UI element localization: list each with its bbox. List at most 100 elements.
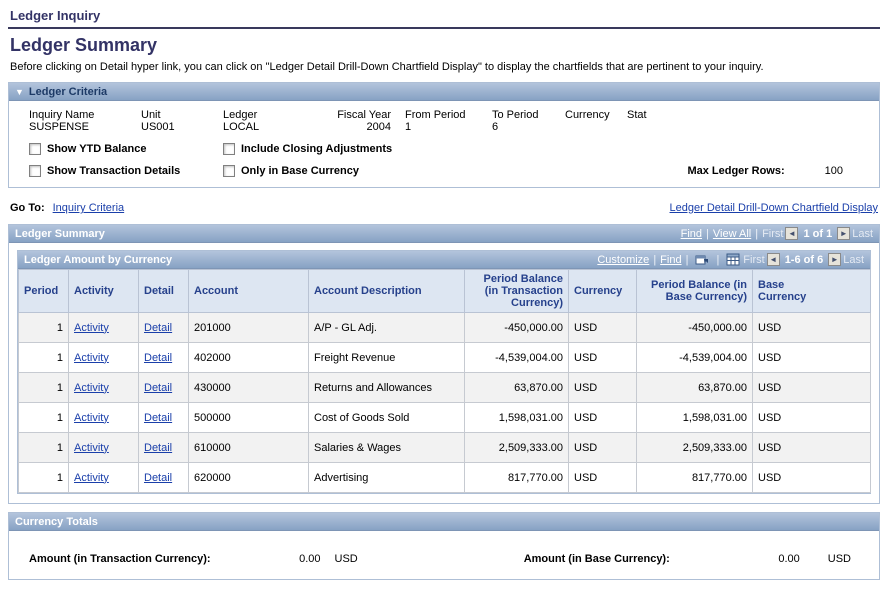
account-cell: 500000 <box>188 402 309 433</box>
activity-link[interactable]: Activity <box>74 321 109 334</box>
grid-prev-button[interactable]: ◄ <box>766 253 780 266</box>
only-in-base-currency-item: Only in Base Currency <box>223 165 359 177</box>
description-cell: Cost of Goods Sold <box>308 402 465 433</box>
drilldown-chartfield-display-link[interactable]: Ledger Detail Drill-Down Chartfield Disp… <box>669 202 878 214</box>
txn-balance-cell: 1,598,031.00 <box>464 402 569 433</box>
summary-position: 1 of 1 <box>803 227 833 240</box>
detail-link[interactable]: Detail <box>144 471 173 484</box>
activity-link[interactable]: Activity <box>74 441 109 454</box>
only-in-base-currency-checkbox[interactable] <box>223 165 235 177</box>
summary-first-label: First <box>762 227 784 240</box>
currency-totals-header-bar: Currency Totals <box>9 513 879 531</box>
summary-last-label: Last <box>852 227 873 240</box>
activity-link-cell: Activity <box>68 342 139 373</box>
grid-find-link[interactable]: Find <box>660 253 682 266</box>
base-currency-cell: USD <box>752 372 871 403</box>
grid-title: Ledger Amount by Currency <box>24 253 173 266</box>
detail-link[interactable]: Detail <box>144 381 173 394</box>
base-currency-cell: USD <box>752 432 871 463</box>
show-ytd-balance-label: Show YTD Balance <box>47 143 147 155</box>
activity-link[interactable]: Activity <box>74 351 109 364</box>
summary-view-all-link[interactable]: View All <box>712 227 752 240</box>
unit-value: US001 <box>141 121 175 133</box>
detail-link[interactable]: Detail <box>144 411 173 424</box>
column-header-period[interactable]: Period <box>18 269 69 313</box>
checkbox-row-2: Show Transaction Details Only in Base Cu… <box>29 165 859 177</box>
activity-link-cell: Activity <box>68 432 139 463</box>
currency-totals-row: Amount (in Transaction Currency): 0.00 U… <box>29 553 859 565</box>
activity-link[interactable]: Activity <box>74 411 109 424</box>
table-row: 1 Activity Detail 620000 Advertising 817,770.… <box>18 462 871 493</box>
base-currency-cell: USD <box>752 342 871 373</box>
breadcrumb-divider <box>8 27 880 29</box>
period-cell: 1 <box>18 402 69 433</box>
column-header-txn-balance[interactable]: Period Balance (in Transaction Currency) <box>464 269 569 313</box>
currency-value <box>563 121 627 133</box>
max-ledger-rows: Max Ledger Rows: 100 <box>687 165 859 177</box>
ledger-label: Ledger <box>223 109 258 121</box>
only-in-base-currency-label: Only in Base Currency <box>241 165 359 177</box>
txn-balance-cell: 63,870.00 <box>464 372 569 403</box>
grid-next-button[interactable]: ► <box>828 253 842 266</box>
summary-find-link[interactable]: Find <box>680 227 703 240</box>
grid-customize-link[interactable]: Customize <box>597 253 650 266</box>
summary-prev-button[interactable]: ◄ <box>785 227 799 240</box>
checkbox-row-1: Show YTD Balance Include Closing Adjustm… <box>29 143 859 155</box>
account-cell: 201000 <box>188 312 309 343</box>
ledger-summary-body: Ledger Amount by Currency Customize | Fi… <box>9 243 879 503</box>
column-header-base-currency[interactable]: Base Currency <box>752 269 871 313</box>
ledger-criteria-header: ▼ Ledger Criteria <box>9 83 879 101</box>
account-cell: 430000 <box>188 372 309 403</box>
detail-link[interactable]: Detail <box>144 441 173 454</box>
show-transaction-details-item: Show Transaction Details <box>29 165 223 177</box>
column-header-account-description[interactable]: Account Description <box>308 269 465 313</box>
show-transaction-details-label: Show Transaction Details <box>47 165 181 177</box>
period-cell: 1 <box>18 342 69 373</box>
column-header-account[interactable]: Account <box>188 269 309 313</box>
description-cell: A/P - GL Adj. <box>308 312 465 343</box>
base-balance-cell: 2,509,333.00 <box>636 432 753 463</box>
currency-cell: USD <box>568 372 637 403</box>
fiscal-year-label: Fiscal Year <box>337 109 391 121</box>
detail-link-cell: Detail <box>138 402 189 433</box>
column-header-base-balance[interactable]: Period Balance (in Base Currency) <box>636 269 753 313</box>
include-closing-adjustments-label: Include Closing Adjustments <box>241 143 393 155</box>
column-header-currency[interactable]: Currency <box>568 269 637 313</box>
base-balance-cell: -4,539,004.00 <box>636 342 753 373</box>
download-grid-icon[interactable] <box>726 253 740 266</box>
grid-last-label: Last <box>843 253 864 266</box>
show-ytd-balance-checkbox[interactable] <box>29 143 41 155</box>
show-ytd-balance-item: Show YTD Balance <box>29 143 223 155</box>
include-closing-adjustments-item: Include Closing Adjustments <box>223 143 392 155</box>
show-transaction-details-checkbox[interactable] <box>29 165 41 177</box>
base-currency-cell: USD <box>752 462 871 493</box>
collapse-triangle-icon[interactable]: ▼ <box>15 86 24 97</box>
txn-balance-cell: 817,770.00 <box>464 462 569 493</box>
table-row: 1 Activity Detail 610000 Salaries & Wages 2,5… <box>18 432 871 463</box>
txn-amount-value: 0.00 <box>299 553 321 565</box>
detail-link[interactable]: Detail <box>144 351 173 364</box>
base-balance-cell: 63,870.00 <box>636 372 753 403</box>
detail-link-cell: Detail <box>138 312 189 343</box>
inquiry-name-label: Inquiry Name <box>29 109 95 121</box>
account-cell: 610000 <box>188 432 309 463</box>
popup-window-icon[interactable] <box>695 253 709 266</box>
page: Ledger Inquiry Ledger Summary Before cli… <box>8 8 880 580</box>
activity-link-cell: Activity <box>68 372 139 403</box>
activity-link[interactable]: Activity <box>74 381 109 394</box>
column-header-detail[interactable]: Detail <box>138 269 189 313</box>
summary-next-button[interactable]: ► <box>837 227 851 240</box>
include-closing-adjustments-checkbox[interactable] <box>223 143 235 155</box>
base-balance-cell: 817,770.00 <box>636 462 753 493</box>
inquiry-criteria-link[interactable]: Inquiry Criteria <box>52 202 125 214</box>
inquiry-name-value: SUSPENSE <box>29 121 89 133</box>
activity-link[interactable]: Activity <box>74 471 109 484</box>
criteria-labels-row: Inquiry Name Unit Ledger Fiscal Year Fro… <box>29 109 859 121</box>
ledger-summary-header-bar: Ledger Summary Find | View All | First ◄… <box>9 225 879 243</box>
base-currency-cell: USD <box>752 402 871 433</box>
activity-link-cell: Activity <box>68 402 139 433</box>
txn-amount-label: Amount (in Transaction Currency): <box>29 553 211 565</box>
base-amount-currency: USD <box>827 553 851 565</box>
column-header-activity[interactable]: Activity <box>68 269 139 313</box>
detail-link[interactable]: Detail <box>144 321 173 334</box>
